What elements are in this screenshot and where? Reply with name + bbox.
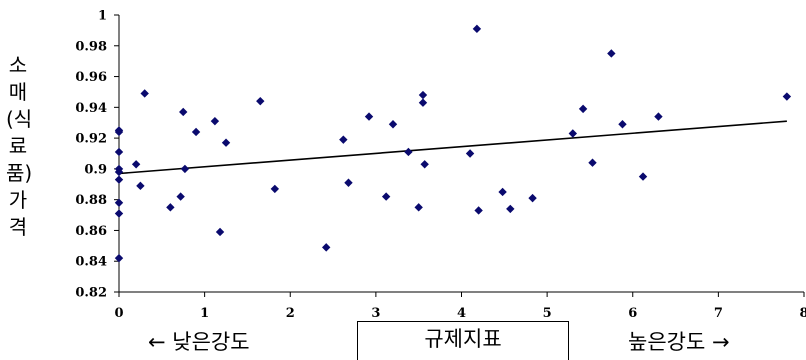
y-tick-label: 0.92 [75,132,107,147]
data-point [618,120,627,129]
y-tick-label: 0.94 [75,101,107,116]
data-point [191,127,201,137]
data-point [472,24,482,34]
data-point [179,107,188,117]
y-axis-label-char: 매 [8,80,28,104]
y-axis-label-char: 료 [8,134,28,158]
data-point [270,184,280,194]
y-tick-label: 0.88 [75,193,107,208]
y-axis-label-char: 가 [8,188,28,212]
x-axis-label: 규제지표 [357,321,569,360]
data-point [176,192,185,201]
data-point [388,120,398,129]
data-point [418,90,428,100]
data-point [414,203,423,212]
x-tick-label: 5 [543,306,552,321]
x-tick-label: 0 [114,306,123,321]
x-tick-label: 3 [371,306,380,321]
data-point [114,167,124,177]
y-tick-label: 0.84 [75,255,107,270]
y-tick-label: 1 [98,9,107,24]
data-point [638,172,648,181]
data-point [474,206,483,215]
data-point [381,192,391,201]
data-point [404,147,413,157]
data-point [180,164,190,174]
y-tick-label: 0.82 [75,286,107,301]
data-point [588,158,597,167]
data-point [506,204,515,214]
data-point [114,198,124,207]
x-axis-label-text: 규제지표 [424,327,502,351]
x-tick-label: 6 [628,306,637,321]
data-point [654,112,663,121]
data-point [114,127,124,137]
data-point [420,160,429,169]
data-point [221,138,231,147]
data-point [364,112,374,121]
plot-area: 0.82 0.84 0.86 0.88 0.9 0.92 0.94 0.96 0.98 1 0 1 2 3… [75,9,806,322]
high-intensity-label: 높은강도 → [628,330,730,354]
data-point [114,253,124,263]
data-point [114,209,124,218]
data-point [782,92,792,101]
x-tick-label: 1 [200,306,209,321]
y-tick-label: 0.86 [75,224,107,239]
data-point [140,89,149,98]
data-point [136,181,145,191]
data-point [339,135,348,144]
y-axis-label-char: (식 [6,107,33,131]
x-tick-label: 2 [286,306,295,321]
x-tick-label: 7 [714,306,723,321]
data-point [607,49,616,58]
low-intensity-label: ← 낮은강도 [148,330,250,354]
data-point [215,227,225,237]
y-tick-label: 0.98 [75,39,107,54]
data-point [322,243,331,252]
data-point [418,98,428,107]
data-point [568,129,578,138]
data-point [465,149,475,158]
trend-line [118,120,787,175]
y-tick-label: 0.9 [84,162,107,177]
data-point [210,116,220,126]
data-point [256,96,265,106]
y-axis-label-char: 격 [8,215,28,239]
data-point [528,193,537,203]
data-point [131,160,141,169]
x-tick-label: 4 [457,306,466,321]
data-point [166,203,175,212]
y-axis-label-char: 소 [8,53,28,77]
y-tick-label: 0.96 [75,70,107,85]
x-tick-label: 8 [799,306,806,321]
data-point [114,175,124,184]
data-point [344,178,353,187]
data-point [498,187,507,197]
y-axis-label-char: 품) [6,161,33,185]
data-point [578,104,588,114]
data-point [114,147,124,157]
